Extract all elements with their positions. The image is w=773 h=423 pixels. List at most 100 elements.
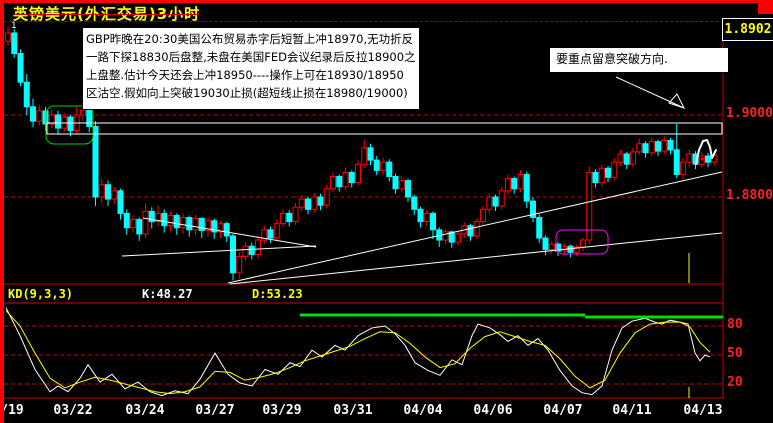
candle-body — [561, 245, 568, 252]
candle-body — [161, 212, 168, 227]
candle-body — [442, 231, 449, 241]
candle-body — [167, 214, 174, 227]
price-level-label: 1.9000 — [726, 106, 773, 121]
x-axis-date-label: /19 — [0, 403, 24, 418]
kd-level-label: 80 — [727, 317, 743, 332]
candle-body — [573, 246, 580, 253]
candle-body — [636, 143, 643, 153]
candle-body — [361, 147, 368, 165]
candle-body — [286, 212, 293, 223]
kd-d-value: D:53.23 — [252, 287, 303, 301]
candle-body — [111, 190, 118, 200]
candle-body — [580, 239, 586, 248]
candle-body — [136, 219, 143, 235]
candle-body — [655, 141, 661, 152]
ascending-trendline-shallow — [229, 232, 723, 285]
candle-body — [373, 159, 380, 171]
candle-body — [355, 163, 361, 184]
last-price-box: 1.8902 — [722, 18, 773, 41]
candle-body — [386, 161, 393, 177]
x-axis-date-label: 03/22 — [53, 403, 93, 418]
window-border-top — [0, 0, 773, 3]
candle-body — [330, 176, 336, 190]
candle-body — [55, 114, 61, 129]
candle-body — [142, 210, 149, 235]
candle-body — [555, 243, 561, 252]
candle-body — [705, 155, 711, 163]
breakout-arrow-head — [668, 93, 685, 109]
candle-body — [405, 180, 411, 198]
window-border-left — [0, 0, 4, 423]
candle-body — [130, 219, 136, 229]
x-axis-date-label: 04/06 — [473, 403, 513, 418]
candle-body — [680, 161, 686, 175]
squiggle-annotation — [695, 139, 717, 165]
green-highlight-box — [45, 105, 94, 145]
candle-body — [211, 220, 218, 233]
analysis-note: GBP昨晚在20:30美国公布贸易赤字后短暂上冲18970,无功折反 一路下探1… — [82, 27, 420, 110]
wedge-upper-line — [142, 217, 317, 248]
candle-body — [67, 116, 74, 132]
kd-k-value: K:48.27 — [142, 287, 193, 301]
first-candle-marker: 1 — [11, 21, 17, 31]
candle-body — [430, 212, 436, 231]
candle-body — [517, 173, 524, 190]
candle-body — [511, 178, 518, 190]
d-line — [5, 310, 711, 395]
candle-body — [223, 223, 230, 237]
candle-body — [298, 198, 305, 208]
candle-body — [586, 171, 593, 241]
candle-body — [48, 114, 55, 125]
ascending-trendline-steep — [227, 171, 723, 284]
candle-body — [36, 110, 43, 122]
candle-body — [292, 206, 299, 223]
k-line — [5, 307, 711, 397]
candle-body — [30, 106, 36, 122]
candle-body — [86, 109, 93, 127]
candle-body — [255, 239, 261, 255]
candle-body — [630, 151, 636, 165]
candle-body — [598, 167, 605, 184]
analysis-note-line: GBP昨晚在20:30美国公布贸易赤字后短暂上冲18970,无功折反 — [86, 32, 414, 46]
candle-body — [536, 217, 543, 239]
candle-body — [367, 147, 374, 161]
candle-body — [117, 190, 124, 214]
candle-body — [186, 217, 193, 231]
candle-body — [148, 210, 155, 223]
candle-body — [217, 223, 224, 233]
candle-body — [267, 229, 274, 239]
analysis-note-line: 上盘整.估计今天还会上冲18950----操作上可在18930/18950 — [86, 68, 404, 82]
candle-body — [492, 196, 499, 207]
x-axis-date-label: 04/11 — [612, 403, 652, 418]
candle-body — [411, 196, 418, 210]
candle-body — [192, 217, 199, 231]
window-corner-button[interactable] — [758, 0, 773, 14]
candle-body — [480, 208, 486, 223]
candle-body — [467, 225, 474, 237]
candle-body — [105, 184, 111, 200]
kd-level-label: 20 — [727, 375, 743, 390]
candle-body — [648, 141, 655, 154]
candle-body — [17, 53, 24, 83]
candle-body — [92, 125, 99, 198]
candle-body — [198, 217, 205, 232]
analysis-note-line: 一路下探18830后盘整,未盘在美国FED会议纪录后反拉18900之 — [86, 50, 416, 64]
candle-body — [380, 161, 386, 171]
x-axis-date-label: 04/13 — [683, 403, 723, 418]
candle-body — [448, 231, 455, 243]
candle-body — [498, 190, 505, 207]
squiggle-dot — [700, 157, 704, 161]
candle-body — [180, 217, 186, 229]
x-axis-date-label: 04/07 — [543, 403, 583, 418]
candle-body — [248, 245, 255, 255]
candle-body — [523, 173, 530, 202]
candle-body — [617, 153, 624, 163]
candle-body — [236, 255, 243, 274]
analysis-note-line: 区沽空.假如向上突破19030止损(超短线止损在18980/19000) — [86, 86, 408, 100]
candle-body — [342, 171, 349, 188]
x-axis-date-label: 03/29 — [262, 403, 302, 418]
candle-body — [592, 171, 599, 184]
candle-body — [5, 32, 11, 42]
